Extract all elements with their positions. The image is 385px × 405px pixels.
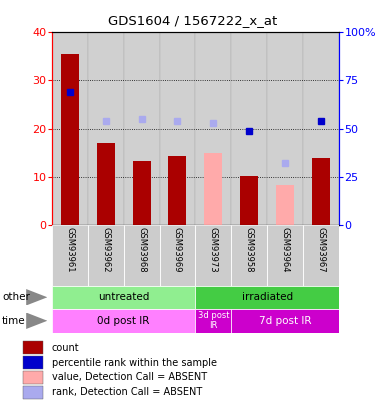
- Bar: [267, 225, 303, 286]
- Polygon shape: [26, 289, 47, 305]
- Bar: [23, 341, 43, 354]
- Bar: [88, 32, 124, 225]
- Bar: [159, 225, 196, 286]
- Text: GSM93967: GSM93967: [316, 227, 325, 273]
- Bar: [240, 176, 258, 225]
- Text: other: other: [2, 292, 30, 302]
- Text: 0d post IR: 0d post IR: [97, 316, 150, 326]
- Text: GSM93961: GSM93961: [65, 227, 74, 273]
- Text: GSM93962: GSM93962: [101, 227, 110, 273]
- Bar: [231, 309, 339, 333]
- Bar: [303, 32, 339, 225]
- Bar: [169, 156, 186, 225]
- Text: GSM93968: GSM93968: [137, 227, 146, 273]
- Text: percentile rank within the sample: percentile rank within the sample: [52, 358, 217, 368]
- Text: GDS1604 / 1567222_x_at: GDS1604 / 1567222_x_at: [108, 14, 277, 27]
- Bar: [195, 286, 339, 309]
- Bar: [204, 153, 222, 225]
- Text: count: count: [52, 343, 79, 353]
- Bar: [23, 356, 43, 369]
- Bar: [124, 32, 159, 225]
- Bar: [52, 286, 195, 309]
- Bar: [195, 32, 231, 225]
- Bar: [312, 158, 330, 225]
- Text: GSM93973: GSM93973: [209, 227, 218, 273]
- Polygon shape: [26, 313, 47, 329]
- Bar: [23, 386, 43, 399]
- Text: untreated: untreated: [98, 292, 149, 302]
- Bar: [276, 185, 294, 225]
- Bar: [61, 54, 79, 225]
- Bar: [195, 309, 231, 333]
- Bar: [159, 32, 196, 225]
- Text: time: time: [2, 316, 25, 326]
- Bar: [52, 32, 88, 225]
- Bar: [267, 32, 303, 225]
- Bar: [23, 371, 43, 384]
- Bar: [52, 309, 195, 333]
- Bar: [97, 143, 115, 225]
- Bar: [303, 225, 339, 286]
- Bar: [133, 161, 151, 225]
- Text: 7d post IR: 7d post IR: [259, 316, 311, 326]
- Bar: [124, 225, 159, 286]
- Text: 3d post
IR: 3d post IR: [198, 311, 229, 330]
- Bar: [231, 225, 267, 286]
- Bar: [231, 32, 267, 225]
- Text: GSM93958: GSM93958: [244, 227, 254, 273]
- Bar: [52, 225, 88, 286]
- Text: value, Detection Call = ABSENT: value, Detection Call = ABSENT: [52, 373, 207, 382]
- Text: GSM93969: GSM93969: [173, 227, 182, 273]
- Bar: [195, 225, 231, 286]
- Bar: [88, 225, 124, 286]
- Text: irradiated: irradiated: [241, 292, 293, 302]
- Text: GSM93964: GSM93964: [281, 227, 290, 273]
- Text: rank, Detection Call = ABSENT: rank, Detection Call = ABSENT: [52, 387, 202, 397]
